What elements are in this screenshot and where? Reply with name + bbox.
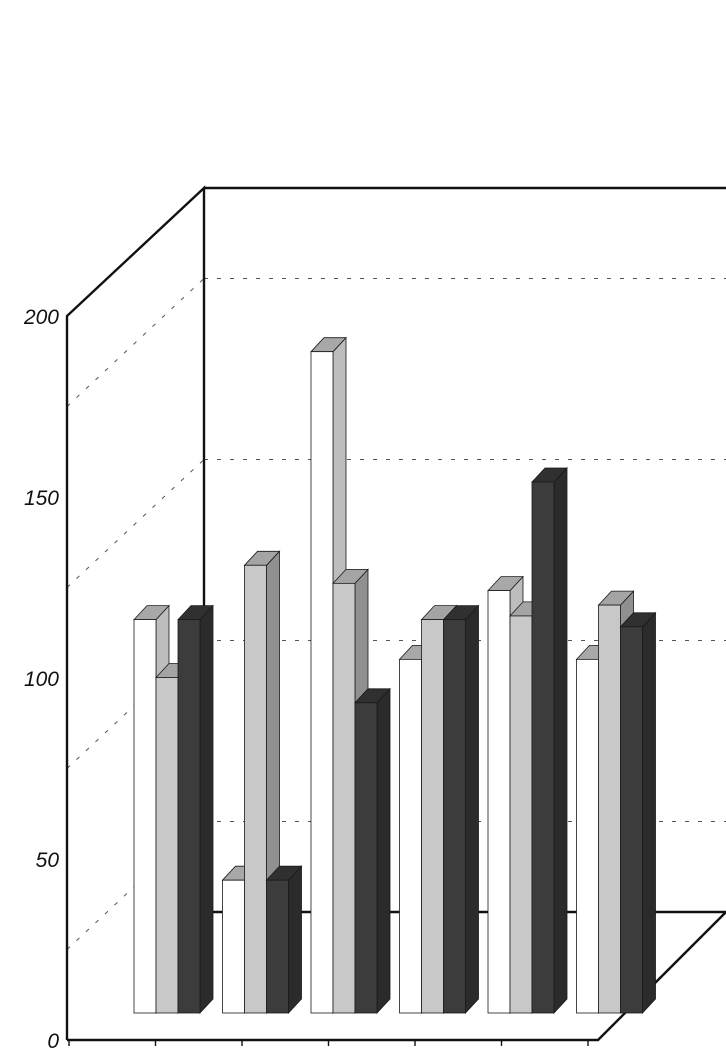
bar-front-face (332, 582, 356, 1014)
bar (442, 604, 480, 1015)
bar-side-face (288, 865, 302, 1015)
bar-side-face (376, 687, 391, 1015)
bar-front-face (399, 658, 422, 1014)
side-gridline (66, 459, 205, 588)
y-tick-label: 0 (47, 1030, 59, 1052)
bar-front-face (155, 677, 179, 1014)
y-tick-label: 50 (36, 849, 60, 872)
bar-front-face (509, 615, 533, 1014)
bar-front-face (421, 619, 444, 1014)
side-wall-frame (65, 185, 206, 1040)
bar-front-face (222, 879, 245, 1014)
bar-front-face (620, 626, 643, 1014)
bar-side-face (553, 466, 568, 1015)
y-tick-label: 150 (24, 487, 59, 510)
bar (354, 687, 391, 1015)
bar-front-face (244, 564, 267, 1014)
y-tick-label: 100 (24, 668, 59, 691)
bar-front-face (487, 590, 511, 1014)
side-gridline (66, 278, 205, 407)
bar-front-face (531, 481, 555, 1014)
bar (619, 611, 657, 1015)
bar-front-face (354, 702, 378, 1014)
bar-front-face (310, 351, 334, 1014)
bar-front-face (266, 879, 289, 1014)
bar-side-face (465, 604, 479, 1015)
bar-side-face (642, 611, 656, 1015)
bar (265, 865, 303, 1015)
bar (177, 604, 214, 1015)
bar (531, 466, 568, 1015)
bar-side-face (199, 604, 214, 1015)
bar-front-face (177, 619, 201, 1014)
bars (133, 336, 657, 1015)
bar-front-face (598, 604, 621, 1014)
bar-front-face (443, 619, 466, 1014)
y-axis-ticks: 0 50 100 150 200 (23, 306, 59, 1052)
bar-front-face (133, 619, 157, 1014)
floor-front-edge (67, 911, 726, 1042)
bar-front-face (576, 658, 599, 1014)
y-tick-label: 200 (23, 306, 59, 329)
